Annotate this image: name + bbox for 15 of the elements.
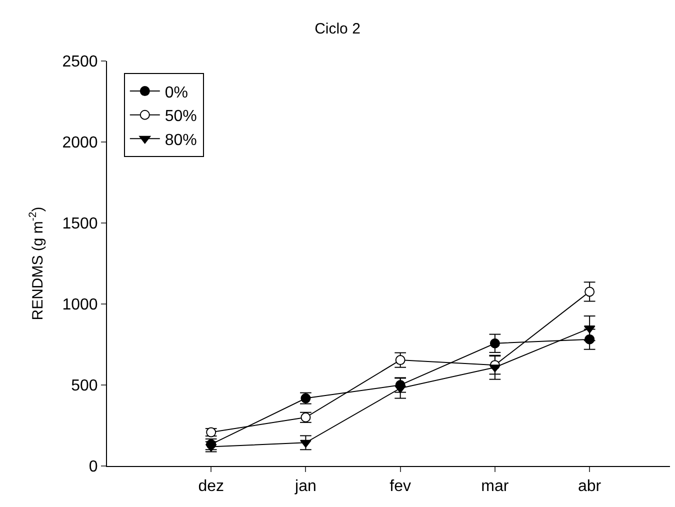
x-tick-label: mar: [481, 478, 510, 496]
legend-label: 80%: [164, 132, 197, 149]
y-tick-label: 2000: [62, 134, 98, 152]
legend-label: 0%: [164, 84, 188, 102]
x-tick-label: dez: [198, 478, 224, 496]
x-tick-label: jan: [294, 478, 316, 496]
y-tick-label: 1000: [62, 296, 98, 314]
y-tick-label: 0: [88, 458, 98, 476]
y-tick-label: 2500: [62, 54, 98, 71]
chart-title: Ciclo 2: [314, 20, 360, 38]
x-tick-label: fev: [390, 478, 411, 496]
y-tick-label: 500: [71, 378, 98, 395]
y-tick-label: 1500: [62, 216, 98, 233]
legend-label: 50%: [164, 108, 197, 126]
x-tick-label: abr: [578, 478, 602, 496]
